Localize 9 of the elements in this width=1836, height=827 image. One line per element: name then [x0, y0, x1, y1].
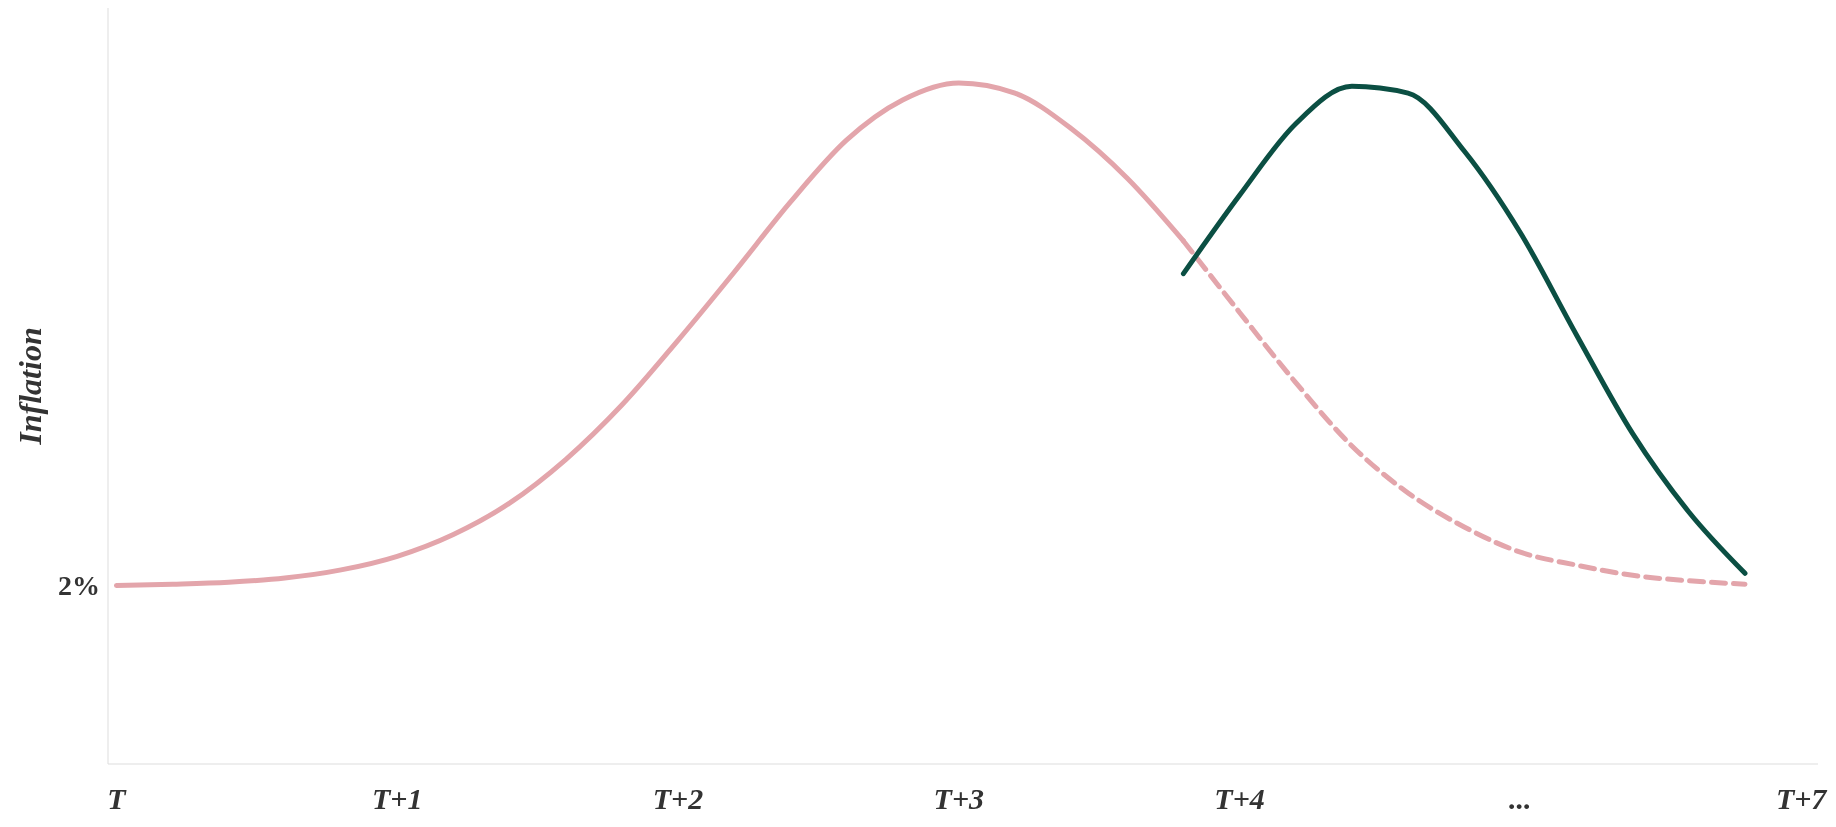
x-tick-label: T+3 — [933, 782, 984, 816]
x-tick-label: T+2 — [652, 782, 704, 816]
y-axis-title: Inflation — [12, 327, 49, 446]
x-tick-label: T — [107, 782, 128, 816]
x-tick-label: T+7 — [1775, 782, 1828, 816]
text: 2% — [58, 570, 100, 602]
x-tick-label: T+4 — [1214, 782, 1265, 816]
x-tick-label: T+1 — [372, 782, 423, 816]
x-tick-label: ... — [1509, 782, 1532, 816]
